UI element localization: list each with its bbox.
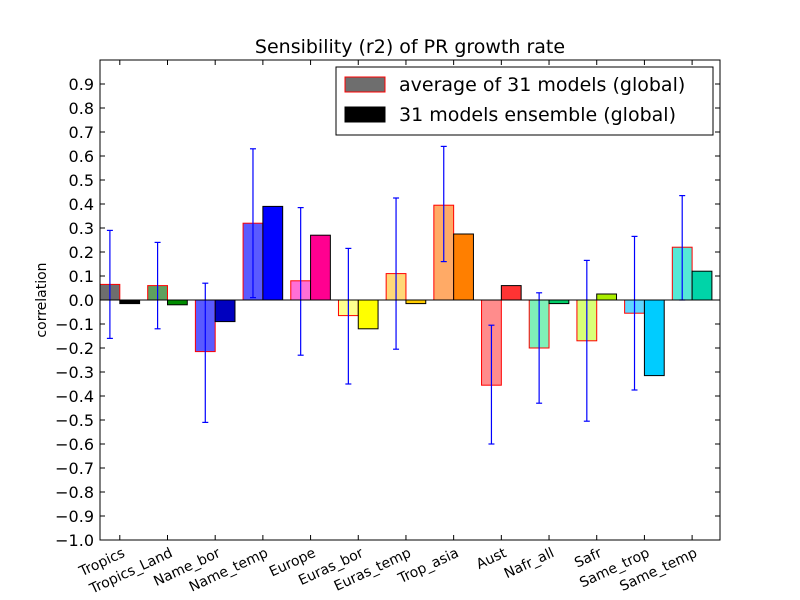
y-tick-label: 0.4 <box>69 195 94 214</box>
y-tick-label: 0.3 <box>69 219 94 238</box>
y-tick-label: 0.7 <box>69 123 94 142</box>
plot-frame <box>99 59 721 541</box>
x-tick-label: Nafr_all <box>502 545 557 582</box>
y-tick-label: −0.5 <box>55 411 94 430</box>
x-axis-ticks: TropicsTropics_LandName_borName_tempEuro… <box>76 60 700 598</box>
legend-swatch <box>344 106 386 123</box>
y-tick-label: 0.2 <box>69 243 94 262</box>
y-tick-label: −0.1 <box>55 315 94 334</box>
bar-ensemble-tropics <box>119 299 141 305</box>
bars-layer <box>99 204 713 386</box>
y-axis-ticks: −1.0 −0.9 −0.8 −0.7 −0.6 −0.5 −0.4 −0.3 −0.2 −0.1… <box>55 75 720 550</box>
bar-ensemble-euras-temp <box>405 299 427 305</box>
bar-ensemble-safr <box>596 293 618 301</box>
bar-ensemble-trop-asia <box>453 233 474 301</box>
bar-ensemble-europe <box>310 234 331 301</box>
y-tick-label: 0.0 <box>69 291 94 310</box>
bar-ensemble-name-temp <box>262 205 284 301</box>
bar-ensemble-euras-bor <box>357 299 379 330</box>
error-bars-layer <box>106 145 686 445</box>
y-tick-label: −0.3 <box>55 363 94 382</box>
y-tick-label: −1.0 <box>55 531 94 550</box>
bar-ensemble-name-bor <box>214 299 236 323</box>
bar-ensemble-nafr-all <box>548 299 570 305</box>
y-tick-label: −0.8 <box>55 483 94 502</box>
y-tick-label: −0.2 <box>55 339 94 358</box>
y-tick-label: −0.7 <box>55 459 94 478</box>
legend-label: 31 models ensemble (global) <box>399 104 676 126</box>
legend-swatch <box>344 76 386 93</box>
y-tick-label: 0.8 <box>69 99 94 118</box>
y-tick-label: 0.1 <box>69 267 94 286</box>
y-tick-label: 0.5 <box>69 171 94 190</box>
bar-ensemble-same-temp <box>691 270 713 301</box>
y-tick-label: −0.9 <box>55 507 94 526</box>
legend: average of 31 models (global) 31 models e… <box>335 66 714 136</box>
y-tick-label: −0.4 <box>55 387 94 406</box>
bar-ensemble-same-trop <box>643 299 665 377</box>
chart-title: Sensibility (r2) of PR growth rate <box>255 36 565 58</box>
bar-ensemble-aust <box>500 285 522 301</box>
bar-ensemble-tropics-land <box>166 299 188 306</box>
legend-label: average of 31 models (global) <box>399 74 685 96</box>
y-tick-label: −0.6 <box>55 435 94 454</box>
y-tick-label: 0.6 <box>69 147 94 166</box>
legend-box <box>335 66 714 136</box>
y-axis-label: correlation <box>34 262 50 337</box>
y-tick-label: 0.9 <box>69 75 94 94</box>
